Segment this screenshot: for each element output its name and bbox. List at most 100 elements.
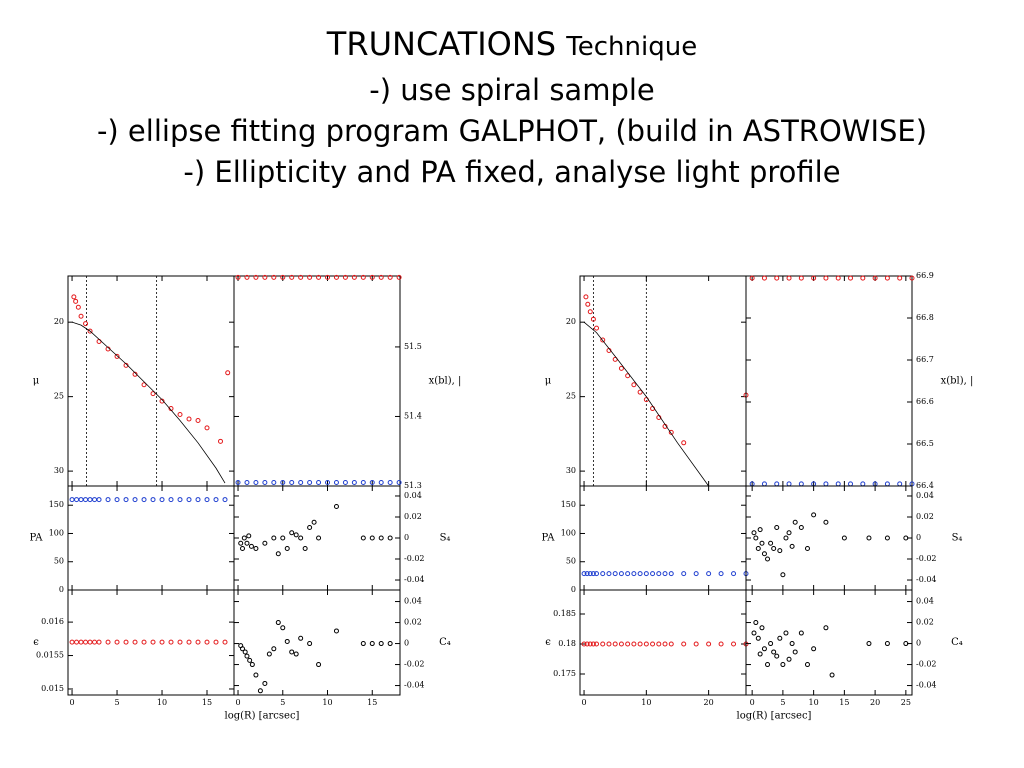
data-point (244, 653, 250, 659)
data-point (584, 571, 590, 577)
data-point (360, 641, 366, 647)
data-point (761, 481, 767, 487)
data-point (681, 440, 687, 446)
y-tick-label: 66.4 (916, 481, 934, 490)
data-point (213, 497, 219, 503)
data-point (600, 641, 606, 647)
data-point (606, 571, 612, 577)
data-point (242, 649, 248, 655)
data-point (204, 425, 210, 431)
data-point (150, 639, 156, 645)
panel-frame (233, 589, 401, 696)
data-point (751, 530, 757, 536)
data-point (316, 480, 322, 486)
y-tick-label: 0.185 (553, 609, 576, 618)
data-point (783, 535, 789, 541)
y-tick-label: 0.02 (404, 618, 422, 627)
data-point (761, 551, 767, 557)
y-tick-label: 0 (916, 533, 921, 542)
data-point (600, 571, 606, 577)
data-point (903, 535, 909, 541)
data-point (618, 571, 624, 577)
data-point (177, 639, 183, 645)
data-point (718, 571, 724, 577)
y-tick-label: 0.015 (41, 684, 64, 693)
data-point (75, 304, 81, 310)
data-point (780, 662, 786, 668)
data-point (587, 641, 593, 647)
y-tick-label: 0.18 (558, 639, 576, 648)
data-point (293, 532, 299, 538)
y-tick-label: -0.02 (404, 554, 425, 563)
y-tick-label: -0.04 (404, 681, 425, 690)
data-point (884, 535, 890, 541)
data-point (590, 641, 596, 647)
data-point (387, 274, 393, 280)
data-point (585, 301, 591, 307)
data-point (637, 641, 643, 647)
panel-frame (67, 275, 235, 487)
data-point (141, 382, 147, 388)
data-point (342, 274, 348, 280)
data-point (333, 503, 339, 509)
data-point (204, 497, 210, 503)
data-point (105, 639, 111, 645)
data-point (594, 325, 600, 331)
y-tick-label: 20 (566, 317, 576, 326)
data-point (195, 417, 201, 423)
title-line: TRUNCATIONS Technique (0, 24, 1024, 68)
data-point (150, 497, 156, 503)
data-point (587, 571, 593, 577)
y-tick-label: 0 (404, 533, 409, 542)
data-point (369, 641, 375, 647)
data-point (257, 688, 263, 694)
data-point (195, 497, 201, 503)
data-point (266, 651, 272, 657)
data-point (244, 274, 250, 280)
panel-frame (67, 485, 235, 591)
x-tick-label: 0 (582, 698, 587, 707)
data-point (618, 641, 624, 647)
data-point (774, 275, 780, 281)
data-point (755, 546, 761, 552)
data-point (78, 639, 84, 645)
data-point (123, 497, 129, 503)
data-point (584, 641, 590, 647)
data-point (73, 298, 79, 304)
y-tick-label: 0.04 (916, 491, 934, 500)
y-tick-label: 0.0155 (36, 651, 64, 660)
y-tick-label: 66.6 (916, 397, 934, 406)
model-line (71, 321, 226, 484)
data-point (271, 646, 277, 652)
data-point (253, 480, 259, 486)
data-point (637, 389, 643, 395)
x-tick-label: 15 (367, 698, 377, 707)
data-point (387, 480, 393, 486)
data-point (823, 481, 829, 487)
data-point (396, 274, 402, 280)
data-point (253, 274, 259, 280)
data-point (87, 328, 93, 334)
data-point (771, 546, 777, 552)
data-point (897, 481, 903, 487)
data-point (298, 274, 304, 280)
data-point (765, 662, 771, 668)
data-point (798, 630, 804, 636)
y-tick-label: 20 (54, 317, 64, 326)
data-point (753, 535, 759, 541)
data-point (78, 497, 84, 503)
y-tick-label: 50 (54, 557, 64, 566)
data-point (786, 530, 792, 536)
y-tick-label: 0 (404, 639, 409, 648)
data-point (656, 641, 662, 647)
y-axis-label: PA (29, 533, 43, 544)
data-point (774, 653, 780, 659)
data-point (681, 571, 687, 577)
data-point (87, 639, 93, 645)
data-point (244, 540, 250, 546)
data-point (271, 480, 277, 486)
data-point (83, 497, 89, 503)
data-point (222, 639, 228, 645)
data-point (378, 274, 384, 280)
